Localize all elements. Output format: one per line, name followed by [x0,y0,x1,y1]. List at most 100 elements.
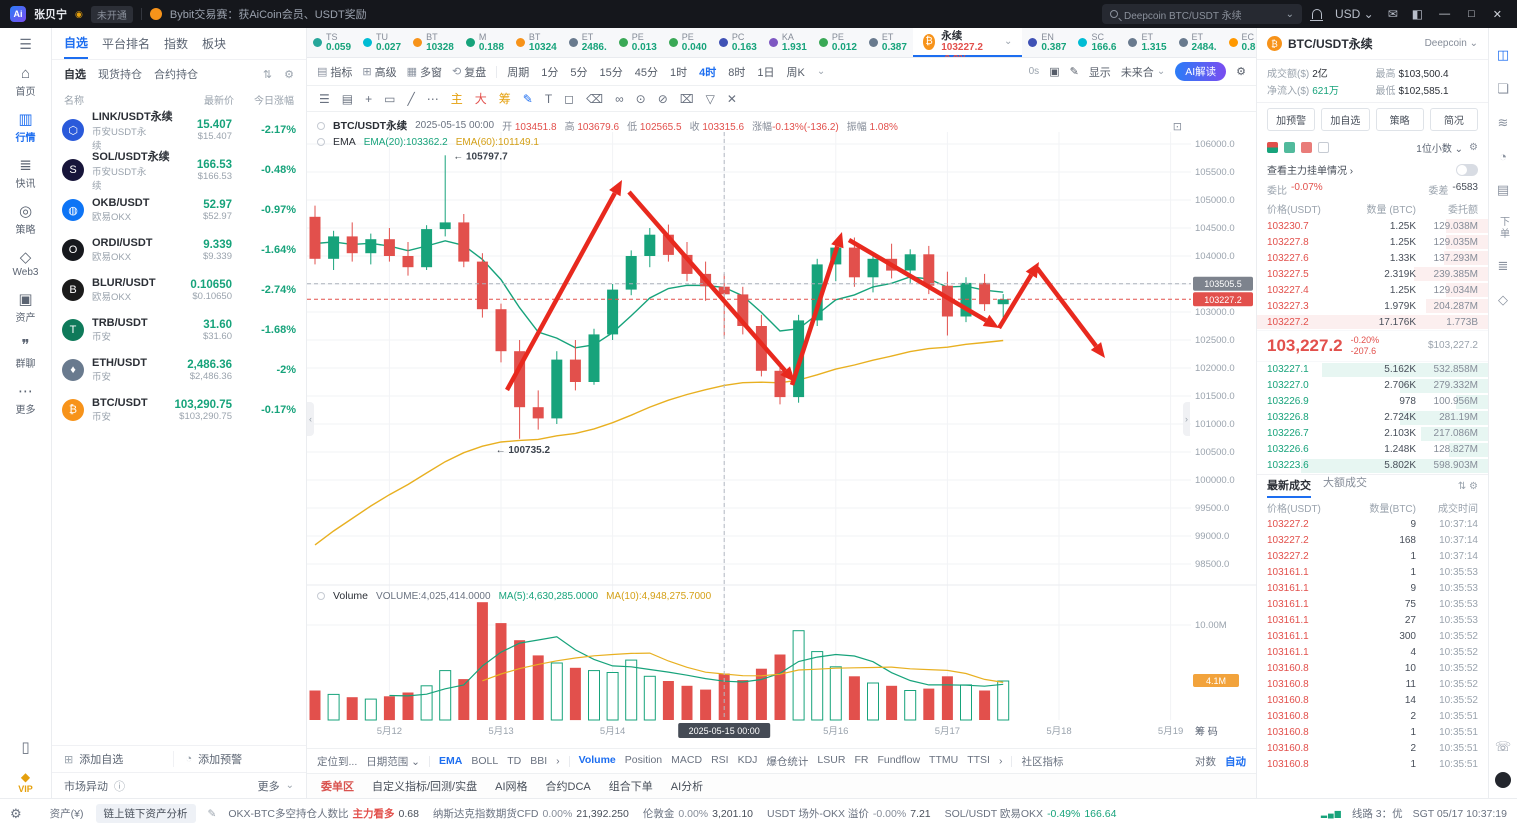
menu-icon[interactable]: ☰ [319,91,330,106]
theme-moon-icon[interactable] [1494,772,1511,788]
notifications-bell-icon[interactable] [1309,9,1323,21]
period-option[interactable]: 15分 [599,66,623,79]
watchlist-row[interactable]: ♦ ETH/USDT 币安 2,486.36 $2,486.36 -2% [52,350,306,390]
large-view-toggle[interactable]: 大 [474,92,487,106]
strategy-tab[interactable]: 委单区 [321,781,354,793]
orderbook-bid-row[interactable]: 103226.6 1.248K 128.827M [1257,442,1488,458]
trades-tab[interactable]: 最新成交 [1267,474,1311,499]
chevron-right-icon[interactable]: › [556,755,560,767]
period-option[interactable]: 4时 [699,66,717,79]
fullscreen-icon[interactable]: ⊡ [1172,121,1182,133]
edit-icon[interactable]: ✎ [1069,66,1079,78]
orderbook-ask-row[interactable]: 103227.5 2.319K 239.385M [1257,266,1488,282]
status-ticker-item[interactable]: 纳斯达克指数期货CFD 0.00% 21,392.250 [432,807,629,821]
toolbar-tool[interactable]: ⟲ 复盘 [452,66,487,79]
ticker-item[interactable]: KA 1.931 [763,28,813,57]
username[interactable]: 张贝宁 [34,9,67,21]
book-view-asks-icon[interactable] [1301,142,1312,153]
more-button[interactable]: 更多 ⌄ [257,780,295,793]
sub-indicator-tab[interactable]: Position [624,753,663,766]
watchlist-column-header[interactable]: 名称 最新价 今日涨幅 [64,95,294,107]
ticker-item[interactable]: PE 0.013 [613,28,663,57]
candlestick-chart[interactable]: 98500.0 99000.0 99500.0 100000.0 100500.0 101… [307,112,1257,748]
rectangle-tool-icon[interactable]: ▭ [384,91,396,106]
status-ticker-item[interactable]: OKX-BTC多空持仓人数比 主力看多 0.68 [228,807,419,821]
strategy-tab[interactable]: 组合下单 [608,781,653,793]
period-option[interactable]: 周K [786,66,805,79]
collapse-left-panel-handle[interactable]: ‹ [307,402,314,436]
period-option[interactable]: 1分 [541,66,559,79]
period-option[interactable]: 45分 [634,66,658,79]
watchlist-row[interactable]: ₿ BTC/USDT 币安 103,290.75 $103,290.75 -0.… [52,390,306,430]
sub-indicator-tab[interactable]: Volume [578,753,616,766]
watchlist-tab[interactable]: 指数 [164,37,189,51]
quick-action-button[interactable]: 策略 [1375,108,1424,131]
status-ticker-item[interactable]: SOL/USDT 欧易OKX -0.49% 166.64 [944,807,1117,821]
period-option[interactable]: 8时 [728,66,746,79]
collapse-icon[interactable] [317,138,325,146]
display-settings-button[interactable]: 显示 [1088,66,1111,79]
strategy-tab[interactable]: 合约DCA [545,781,591,793]
ticker-item[interactable]: BT 10324 [510,28,563,57]
news-panel-icon[interactable]: ❏ [1497,81,1509,96]
sub-indicator-tab[interactable]: KDJ [737,753,758,766]
sidebar-nav-item[interactable]: ◇ Web3 [12,249,39,278]
trades-tab[interactable]: 大额成交 [1323,477,1367,490]
layout-icon[interactable]: ▤ [341,91,354,106]
sort-icon[interactable]: ⇅ [262,68,273,81]
watchlist-row[interactable]: ⬡ LINK/USDT永续 币安USDT永续 15.407 $15.407 -2… [52,110,306,152]
watchlist-row[interactable]: B BLUR/USDT 欧易OKX 0.10650 $0.10650 -2.74… [52,270,306,310]
add-alert-button[interactable]: ◔ 添加预警 [172,751,295,767]
watchlist-row[interactable]: O ORDI/USDT 欧易OKX 9.339 $9.339 -1.64% [52,230,306,270]
favorites-panel-icon[interactable]: ◇ [1498,292,1508,307]
auto-scale-toggle[interactable]: 自动 [1225,755,1246,768]
depth-panel-icon[interactable]: ≋ [1497,115,1509,130]
delete-drawing-icon[interactable]: ⌧ [679,91,694,106]
orderbook-bid-row[interactable]: 103226.9 978 100.956M [1257,394,1488,410]
period-option[interactable]: 1日 [757,66,775,79]
ticker-item[interactable]: TU 0.027 [357,28,407,57]
magnet-icon[interactable]: ⊙ [635,91,646,106]
main-orders-toggle[interactable] [1456,163,1478,176]
orderbook-bid-row[interactable]: 103223.6 5.802K 598.903M [1257,458,1488,474]
main-indicator-tab[interactable]: TD [507,755,522,767]
status-ticker-item[interactable]: 伦敦金 0.00% 3,201.10 [642,807,754,821]
line-status[interactable]: 线路 3：优 [1351,808,1403,820]
ticker-item[interactable]: ET 1.315 [1122,28,1172,57]
ticker-item[interactable]: PE 0.012 [813,28,863,57]
asset-analysis-button[interactable]: 链上链下资产分析 [95,804,196,823]
messages-icon[interactable]: ✉ [1387,7,1398,21]
main-chart[interactable]: 98500.0 99000.0 99500.0 100000.0 100500.0 101… [307,112,1257,748]
strategy-tab[interactable]: AI分析 [670,781,704,793]
lock-icon[interactable]: ⊘ [657,91,668,106]
trades-settings-icon[interactable]: ⚙ [1469,480,1478,492]
trendline-tool-icon[interactable]: ╱ [407,91,415,106]
toolbar-tool[interactable]: ▦ 多窗 [406,66,443,79]
app-logo[interactable]: Ai [10,6,26,22]
ticker-item[interactable]: M 0.188 [460,28,510,57]
log-scale-toggle[interactable]: 对数 [1195,755,1216,768]
filter-icon[interactable]: ▽ [705,91,715,106]
exchange-selector[interactable]: Deepcoin ⌄ [1424,38,1478,49]
watchlist-subtab[interactable]: 现货持仓 [98,69,142,81]
quick-action-button[interactable]: 加预警 [1267,108,1316,131]
date-range-dropdown[interactable]: 日期范围 ⌄ [366,755,420,768]
ticker-item[interactable]: PC 0.163 [713,28,763,57]
eraser-icon[interactable]: ⌫ [586,91,604,106]
promo-banner[interactable]: Bybit交易赛：获AiCoin会员、USDT奖励 [169,9,367,21]
support-icon[interactable]: ☏ [1494,739,1512,754]
sub-indicator-tab[interactable]: TTSI [967,753,990,766]
strategy-tab[interactable]: AI网格 [495,781,528,793]
orderbook-ask-row[interactable]: 103227.8 1.25K 129.035M [1257,234,1488,250]
sidebar-nav-item[interactable]: ⋯ 更多 [15,383,36,416]
link-icon[interactable]: ∞ [615,91,624,106]
watchlist-row[interactable]: ◍ OKB/USDT 欧易OKX 52.97 $52.97 -0.97% [52,190,306,230]
chevron-down-icon[interactable]: ⌄ [1004,36,1013,47]
community-indicators-tab[interactable]: 社区指标 [1021,755,1064,768]
ticker-item[interactable]: ET 2486. [563,28,613,57]
clear-all-icon[interactable]: ✕ [726,91,737,106]
market-movement-button[interactable]: 市场异动 ⓘ [64,778,161,794]
collapse-icon[interactable] [317,121,325,130]
chip-distribution-toggle[interactable]: 筹 [498,92,511,106]
quick-action-button[interactable]: 简况 [1429,108,1478,131]
